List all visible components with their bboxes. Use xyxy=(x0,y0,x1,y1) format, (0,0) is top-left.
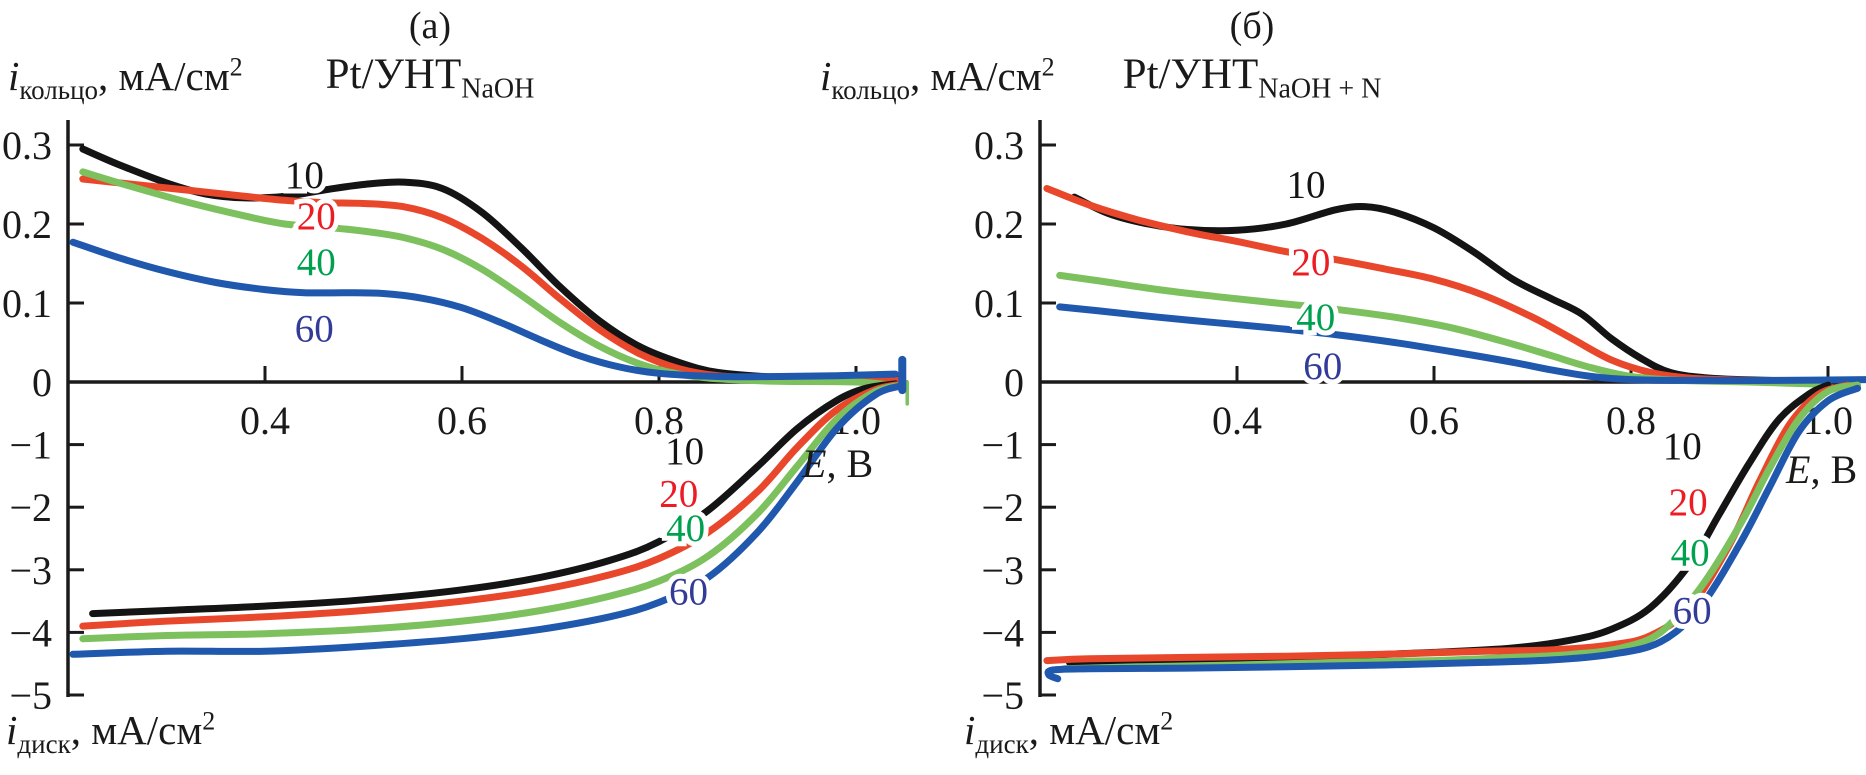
curve-label-10: 10 xyxy=(1663,425,1702,468)
ring-current-subscript: кольцо xyxy=(19,75,99,106)
disk-tick-label: −5 xyxy=(9,673,52,718)
x-tick-label: 0.8 xyxy=(634,398,684,443)
panel-a-plot: 0.4 0.6 0.8 1.00.30.20.10−1−2−3−4−510204060… xyxy=(2,120,909,718)
ring-current-units: , мА/см xyxy=(910,53,1042,99)
ring-current-units: , мА/см xyxy=(98,53,230,99)
disk-curve-20 xyxy=(79,380,909,630)
disk-curve-40 xyxy=(79,381,909,643)
ring-tick-label: 0.3 xyxy=(2,123,52,168)
x-tick-label: 0.8 xyxy=(1606,398,1656,443)
panel-b-ring-axis-label: iкольцо, мА/см2 xyxy=(820,52,1055,106)
panel-b-plot: 0.4 0.6 0.8 1.00.30.20.10−1−2−3−4−510204060… xyxy=(974,120,1866,718)
ring-tick-label: 0 xyxy=(1004,360,1024,405)
disk-curve-60 xyxy=(1044,384,1862,683)
ring-current-units-exponent: 2 xyxy=(1041,52,1055,82)
disk-tick-label: −1 xyxy=(9,423,52,468)
curve-label-40: 40 xyxy=(666,507,705,550)
ring-curve-60 xyxy=(1056,303,1866,385)
panel-a-title-subscript: NaOH xyxy=(461,73,535,105)
curve-label-20: 20 xyxy=(1669,481,1708,524)
disk-current-symbol: i xyxy=(6,707,18,753)
disk-current-units-exponent: 2 xyxy=(202,706,216,736)
x-tick-label: 0.6 xyxy=(1409,398,1459,443)
disk-current-subscript: диск xyxy=(17,729,71,760)
disk-tick-label: −2 xyxy=(981,485,1024,530)
curve-label-10: 10 xyxy=(285,154,324,197)
ring-current-symbol: i xyxy=(820,53,832,99)
curve-label-20: 20 xyxy=(1291,241,1330,284)
curve-label-40: 40 xyxy=(297,241,336,284)
panel-a-title: Pt/УНТNaOH xyxy=(240,50,620,115)
x-tick-label: 0.6 xyxy=(437,398,487,443)
ring-tick-label: 0.1 xyxy=(2,281,52,326)
disk-current-units: , мА/см xyxy=(1028,707,1161,753)
panel-b-title: Pt/УНТNaOH + N xyxy=(1052,50,1452,115)
panel-a-potential-axis-label: E, В xyxy=(802,440,873,487)
panel-b-heading: (б) Pt/УНТNaOH + N xyxy=(1052,4,1452,115)
disk-tick-label: −2 xyxy=(9,485,52,530)
disk-curve-60 xyxy=(69,381,909,658)
potential-symbol: E xyxy=(1786,447,1811,492)
curve-label-40: 40 xyxy=(1671,531,1710,574)
ring-current-units-exponent: 2 xyxy=(229,52,243,82)
ring-tick-label: 0.3 xyxy=(974,123,1024,168)
curve-label-10: 10 xyxy=(1286,164,1325,207)
disk-tick-label: −3 xyxy=(9,548,52,593)
ring-tick-label: 0.2 xyxy=(2,202,52,247)
disk-tick-label: −5 xyxy=(981,673,1024,718)
curve-label-60: 60 xyxy=(1303,345,1342,388)
curve-label-20: 20 xyxy=(297,195,336,238)
ring-curve-10 xyxy=(79,145,904,384)
panel-a-disk-axis-label: iдиск, мА/см2 xyxy=(6,706,215,760)
ring-current-subscript: кольцо xyxy=(831,75,911,106)
disk-tick-label: −1 xyxy=(981,423,1024,468)
disk-curve-10 xyxy=(89,380,899,618)
disk-current-symbol: i xyxy=(964,707,976,753)
potential-units: , В xyxy=(1810,447,1858,492)
x-tick-label: 0.4 xyxy=(240,398,290,443)
ring-tick-label: 0 xyxy=(32,360,52,405)
disk-current-subscript: диск xyxy=(975,729,1029,760)
panel-a-letter: (a) xyxy=(408,5,452,47)
potential-symbol: E xyxy=(802,441,827,486)
curve-label-40: 40 xyxy=(1296,296,1335,339)
disk-current-units-exponent: 2 xyxy=(1160,706,1174,736)
x-tick-label: 0.4 xyxy=(1212,398,1262,443)
curve-label-10: 10 xyxy=(665,430,704,473)
curve-label-20: 20 xyxy=(659,472,698,515)
ring-tick-label: 0.1 xyxy=(974,281,1024,326)
ring-curve-40 xyxy=(1056,271,1832,388)
ring-current-symbol: i xyxy=(8,53,20,99)
panel-a-ring-axis-label: iкольцо, мА/см2 xyxy=(8,52,243,106)
panel-b-letter: (б) xyxy=(1229,5,1275,47)
panel-a-title-main: Pt/УНТ xyxy=(325,51,462,98)
disk-current-units: , мА/см xyxy=(70,707,203,753)
panel-b-disk-axis-label: iдиск, мА/см2 xyxy=(964,706,1173,760)
disk-curve-40 xyxy=(1061,381,1862,673)
disk-curve-20 xyxy=(1043,381,1852,665)
potential-units: , В xyxy=(826,441,874,486)
panel-a-heading: (a) Pt/УНТNaOH xyxy=(240,4,620,115)
ring-curve-20 xyxy=(1043,185,1832,385)
ring-curve-60 xyxy=(69,238,899,381)
curve-label-60: 60 xyxy=(295,307,334,350)
ring-tick-label: 0.2 xyxy=(974,202,1024,247)
curve-label-60: 60 xyxy=(669,571,708,614)
curve-label-60: 60 xyxy=(1673,589,1712,632)
panel-b-title-subscript: NaOH + N xyxy=(1258,73,1382,105)
disk-tick-label: −4 xyxy=(981,610,1024,655)
panel-b-title-main: Pt/УНТ xyxy=(1122,51,1259,98)
panel-b-potential-axis-label: E, В xyxy=(1786,446,1857,493)
disk-tick-label: −3 xyxy=(981,548,1024,593)
disk-tick-label: −4 xyxy=(9,610,52,655)
